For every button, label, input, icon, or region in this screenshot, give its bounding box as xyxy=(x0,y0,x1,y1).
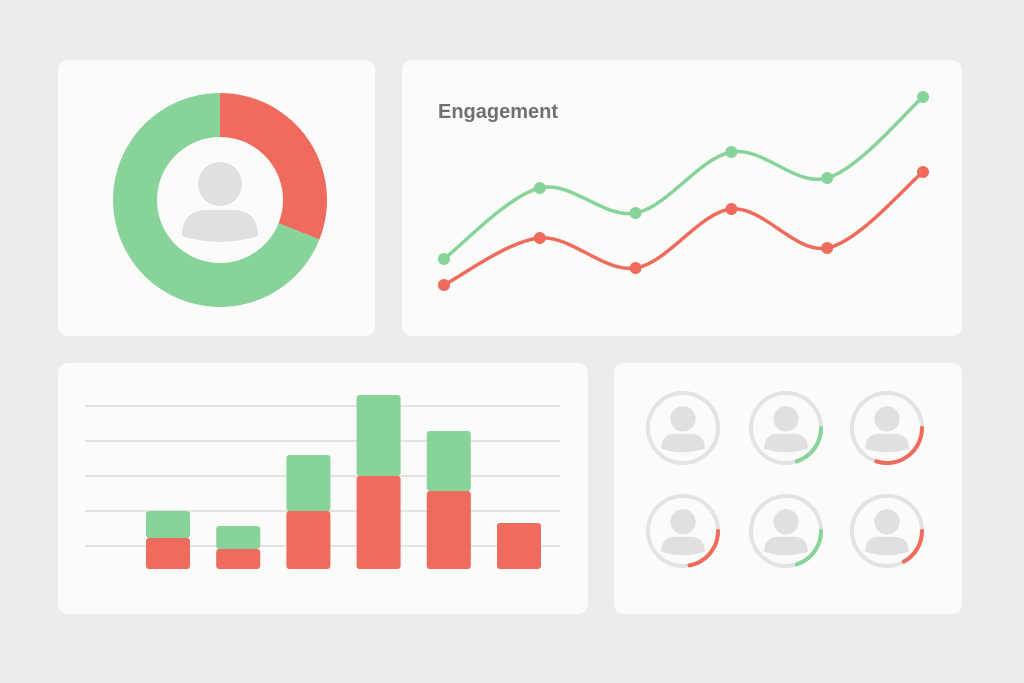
avatar-head xyxy=(773,406,799,432)
avatar-head xyxy=(874,509,900,535)
ring-progress xyxy=(794,529,823,567)
line-point xyxy=(629,262,642,274)
avatar-body xyxy=(661,433,705,453)
line-point xyxy=(917,166,929,178)
pie-slice xyxy=(220,93,327,240)
ring-progress xyxy=(687,529,720,568)
avatar-head xyxy=(198,162,242,206)
line-point xyxy=(438,279,450,291)
line-point xyxy=(533,182,546,194)
bar-segment xyxy=(216,526,261,549)
line-point xyxy=(725,146,738,158)
line-point xyxy=(725,203,738,215)
line-series xyxy=(443,170,925,287)
bar-segment xyxy=(426,431,471,491)
ring-progress xyxy=(794,426,823,464)
bar-segment xyxy=(286,455,331,511)
avatar-body xyxy=(661,536,705,556)
line-series xyxy=(442,95,925,261)
pie-slice xyxy=(112,93,320,307)
bar-segment xyxy=(356,395,401,476)
line-point xyxy=(821,172,834,184)
line-point xyxy=(821,242,834,254)
avatar-body xyxy=(865,433,909,453)
avatar-body xyxy=(182,210,258,242)
ring-progress xyxy=(874,426,924,465)
line-point xyxy=(438,253,450,265)
bar-segment xyxy=(356,476,401,569)
bar-segment xyxy=(426,491,471,569)
bar-segment xyxy=(286,511,331,569)
avatar-body xyxy=(764,433,808,453)
ring-progress xyxy=(901,529,924,564)
line-panel xyxy=(402,60,962,336)
avatar-body xyxy=(764,536,808,556)
bar-segment xyxy=(146,538,190,569)
avatar-head xyxy=(773,509,799,535)
avatar-head xyxy=(670,406,696,432)
line-point xyxy=(629,207,642,219)
avatar-body xyxy=(865,536,909,556)
bar-segment xyxy=(497,523,541,569)
avatar-head xyxy=(670,509,696,535)
bar-segment xyxy=(146,511,190,538)
avatar-head xyxy=(874,406,900,432)
bar-segment xyxy=(216,549,261,569)
line-point xyxy=(917,91,929,103)
ring-track xyxy=(646,391,720,465)
chart-title: Engagement xyxy=(438,101,558,123)
line-point xyxy=(533,232,546,244)
